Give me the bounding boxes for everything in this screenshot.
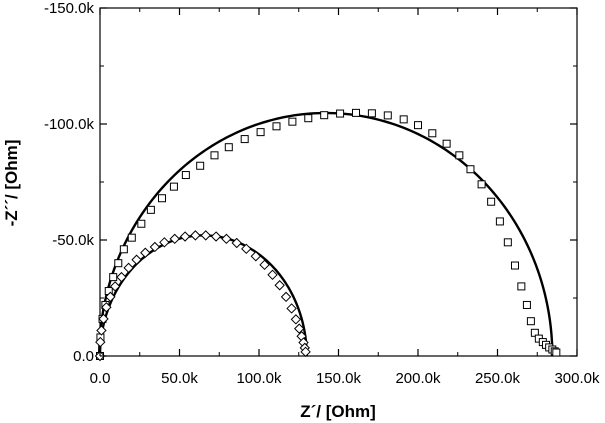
y-tick-label: -50.0k [52,232,94,249]
diamond-marker [231,237,242,249]
diamond-marker [95,336,106,348]
x-tick-label: 50.0k [161,370,198,387]
diamond-marker [116,271,127,283]
x-tick-label: 300.0k [554,370,600,387]
diamond-marker [274,280,285,291]
diamond-marker [259,259,270,271]
x-tick-label: 150.0k [316,370,362,387]
square-marker [158,194,167,203]
diamond-marker [250,251,262,262]
axis-tick-labels: 0.0 50.0k 100.0k 150.0k 200.0k 250.0k 300.0k 0.… [44,0,600,387]
square-marker [428,129,437,138]
square-marker [196,161,205,170]
square-marker [510,261,519,270]
square-marker [272,122,281,131]
x-tick-label: 250.0k [475,370,521,387]
square-marker [240,135,249,144]
y-tick-label: -100.0k [44,116,95,133]
square-marker [399,115,408,124]
square-marker [526,317,535,326]
square-marker [517,282,526,291]
diamond-marker [190,230,201,241]
square-marker [487,197,496,206]
y-tick-label: -150.0k [44,0,95,17]
square-marker [455,151,464,160]
square-marker [367,109,376,118]
square-marker [169,182,178,191]
diamond-marker [300,346,311,358]
diamond-marker [149,241,161,253]
square-marker [146,205,155,214]
fit-line-series-2 [98,234,308,357]
x-tick-label: 0.0 [90,370,111,387]
square-marker [414,121,422,130]
diamond-marker [123,262,134,274]
square-marker [288,117,297,126]
diamond-marker [169,233,180,245]
square-marker [320,111,329,120]
square-marker [119,245,128,254]
axis-ticks [99,7,578,357]
diamond-marker [286,303,297,314]
diamond-marker [98,313,109,325]
x-axis-title: Z´/ [Ohm] [300,402,376,421]
plot-frame [99,7,578,357]
square-marker [495,217,504,226]
square-marker [383,111,392,120]
square-marker [210,151,219,160]
diamond-marker [96,325,107,336]
square-marker [224,143,233,152]
diamond-marker [210,231,222,242]
square-marker [522,300,531,309]
diamond-marker [159,237,170,248]
fit-line-series-1 [98,111,554,357]
diamond-marker [267,269,278,281]
diamond-marker [101,302,112,313]
diamond-marker [179,231,191,242]
x-tick-label: 200.0k [395,370,441,387]
diamond-marker [280,291,292,303]
square-marker [127,233,136,242]
fit-lines [98,111,554,357]
diamond-marker [109,281,121,292]
square-marker [109,273,118,282]
diamond-marker [131,254,142,265]
square-marker [503,238,512,247]
diamond-marker [241,243,252,255]
square-marker [114,259,123,268]
diamond-marker [294,323,305,334]
diamond-marker [105,291,116,303]
data-markers [94,108,561,362]
square-marker [137,219,146,228]
x-tick-label: 100.0k [236,370,282,387]
square-marker [304,114,313,123]
y-axis-title: -Z´´/ [Ohm] [2,140,21,227]
square-marker [256,128,265,137]
square-marker [336,109,345,118]
diamond-marker [290,314,302,325]
diamond-marker [140,247,151,258]
diamond-marker [200,230,211,241]
diamond-marker [221,233,232,245]
square-marker [181,171,190,180]
square-marker [466,165,475,174]
square-marker [442,139,451,148]
square-marker [351,108,360,117]
square-marker [477,180,486,189]
square-marker [552,348,561,357]
y-tick-label: 0.0 [73,348,94,365]
